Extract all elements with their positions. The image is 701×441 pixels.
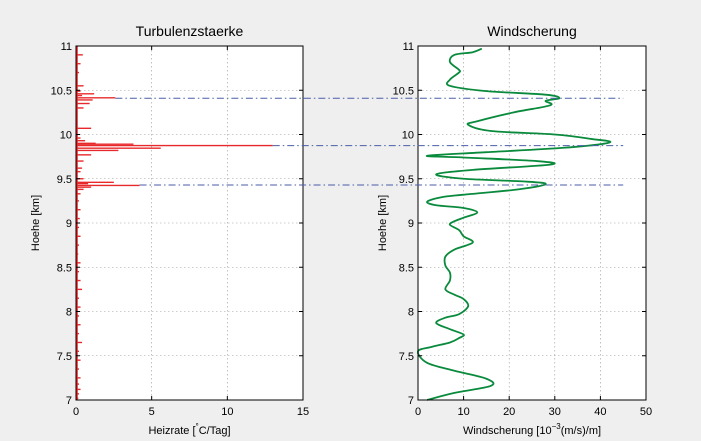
x-tick-label: 50	[640, 406, 652, 418]
x-tick-label: 15	[297, 406, 309, 418]
windshear-axes-background	[418, 46, 646, 400]
windshear-chart: 0 10 20 30 40 50 7 7.5 8 8.5 9 9.5 10 10.5 11 Windsche…	[377, 23, 652, 437]
turbulence-ticks: 0 5 10 15 7 7.5 8 8.5 9 9.5 10 10.5 11	[51, 41, 310, 418]
turbulence-ylabel: Hoehe [km]	[30, 195, 42, 251]
layer-marker-lines	[115, 97, 624, 186]
y-tick-label: 7.5	[399, 351, 414, 363]
turbulence-axes-frame	[75, 45, 304, 401]
x-tick-label: 30	[549, 406, 561, 418]
y-tick-label: 8	[66, 307, 72, 319]
y-tick-label: 10	[60, 130, 72, 142]
turbulence-xlabel: Heizrate [°C/Tag]	[148, 422, 230, 437]
y-tick-label: 7.5	[57, 351, 72, 363]
y-tick-label: 10	[402, 130, 414, 142]
windshear-series-line	[417, 47, 612, 401]
turbulence-title: Turbulenzstaerke	[136, 23, 244, 39]
x-tick-label: 10	[221, 406, 233, 418]
x-tick-label: 40	[594, 406, 606, 418]
windshear-title: Windscherung	[487, 23, 577, 39]
x-tick-label: 5	[149, 406, 155, 418]
x-tick-label: 20	[503, 406, 515, 418]
y-tick-label: 8.5	[399, 262, 414, 274]
y-tick-label: 7	[408, 395, 414, 407]
windshear-grid	[418, 46, 646, 400]
turbulence-chart: 0 5 10 15 7 7.5 8 8.5 9 9.5 10 10.5 11 Turbulenzstae…	[30, 23, 309, 437]
y-tick-label: 8.5	[57, 262, 72, 274]
x-tick-label: 0	[73, 406, 79, 418]
x-tick-label: 10	[457, 406, 469, 418]
y-tick-label: 10.5	[393, 85, 414, 97]
turbulence-grid	[76, 46, 303, 400]
y-tick-label: 11	[61, 41, 72, 53]
x-tick-label: 0	[415, 406, 421, 418]
y-tick-label: 9	[408, 218, 414, 230]
y-tick-label: 11	[403, 41, 414, 53]
windshear-xlabel: Windscherung [10−3(m/s)/m]	[463, 422, 601, 437]
windshear-ylabel: Hoehe [km]	[377, 195, 389, 251]
y-tick-label: 9	[66, 218, 72, 230]
y-tick-label: 9.5	[57, 174, 72, 186]
y-tick-label: 7	[66, 395, 72, 407]
windshear-axes-frame	[417, 45, 647, 401]
windshear-line	[417, 47, 612, 401]
y-tick-label: 10.5	[51, 85, 72, 97]
y-tick-label: 9.5	[399, 174, 414, 186]
y-tick-label: 8	[408, 307, 414, 319]
